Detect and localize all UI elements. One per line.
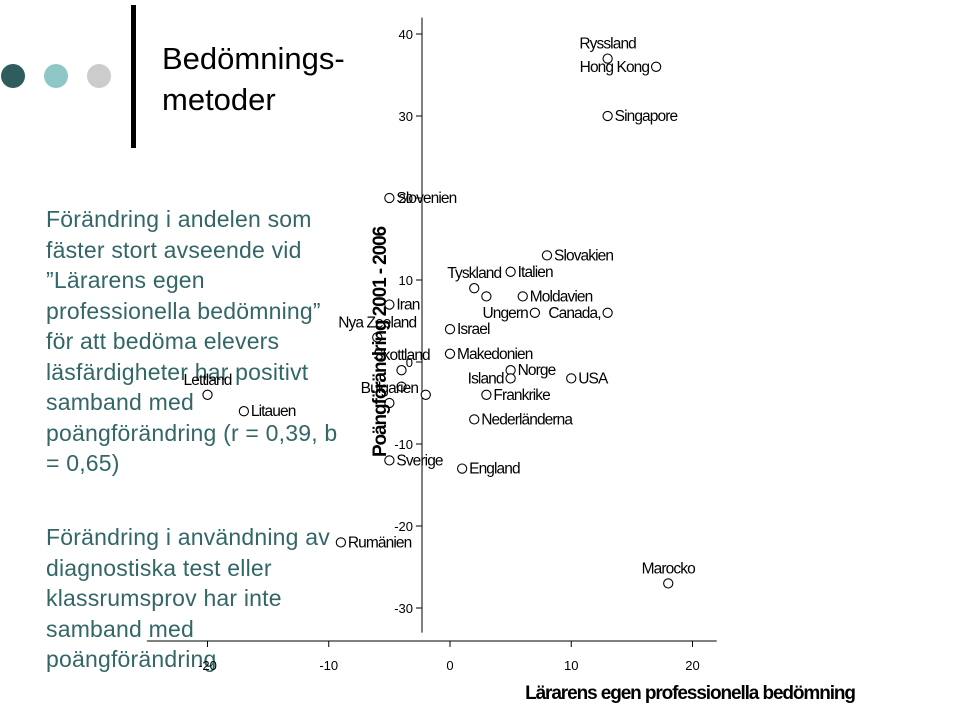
decorative-dot-grey: [87, 64, 111, 88]
chart-axes: 40 30 20 10 0 -10 -20 -30 -20 -10 0 10 20: [146, 17, 717, 673]
data-point: [335, 537, 347, 548]
x-tick-label: 10: [564, 658, 578, 673]
finding-text-tests: Förändring i användning av diagnostiska …: [46, 524, 330, 672]
y-tick-label: -10: [394, 437, 413, 452]
data-point-label: Frankrike: [493, 387, 550, 404]
data-point: [396, 365, 407, 376]
data-point: [602, 307, 613, 318]
data-point: [384, 299, 395, 310]
x-tick-label: 20: [685, 658, 699, 673]
data-point: [420, 389, 431, 400]
x-tick-label: -10: [319, 658, 338, 673]
x-tick-label: 0: [446, 658, 453, 673]
data-point: [505, 266, 516, 277]
slide-title: Bedömnings-metoder: [162, 41, 345, 117]
data-point: [505, 373, 516, 384]
data-point: [238, 406, 250, 417]
data-point-label: Ungern: [482, 305, 528, 322]
decorative-dot-light: [44, 64, 68, 88]
data-point: [602, 110, 613, 122]
data-point-label: Israel: [457, 321, 490, 338]
data-point-label: Moldavien: [530, 288, 593, 305]
y-tick-label: 10: [399, 273, 413, 288]
data-point: [384, 455, 395, 466]
data-point: [202, 389, 213, 400]
data-point-label: Skottland: [373, 347, 430, 364]
data-point: [566, 373, 577, 384]
x-tick-label: -20: [198, 658, 217, 673]
decorative-dot-dark: [1, 64, 25, 88]
y-tick-label: 40: [399, 27, 413, 42]
data-point-label: Canada,: [548, 305, 600, 322]
data-point: [469, 283, 480, 294]
y-tick-label: 20: [399, 191, 413, 206]
title-divider-bar: [131, 5, 136, 148]
y-tick-label: 0: [406, 355, 413, 370]
data-point-label: Litauen: [251, 403, 296, 420]
data-point: [469, 414, 480, 425]
data-point-label: Hong Kong: [580, 59, 650, 76]
data-point: [602, 53, 613, 64]
data-point-label: England: [469, 461, 520, 478]
data-point: [444, 348, 456, 359]
data-point-label: Island: [468, 370, 504, 387]
y-tick-label: 30: [399, 109, 413, 124]
finding-text-assessment: Förändring i andelen som fäster stort av…: [46, 206, 338, 476]
data-point: [456, 463, 468, 474]
chart-points: Ryssland Hong Kong Singapore Slovenien Slova…: [184, 36, 696, 589]
data-point-label: Slovakien: [554, 247, 613, 264]
data-point-label: Marocko: [642, 560, 695, 577]
data-point: [481, 291, 492, 302]
data-point: [541, 250, 553, 261]
data-point-label: Singapore: [615, 108, 678, 125]
y-tick-label: -30: [394, 601, 413, 616]
data-point-label: Nederländerna: [481, 411, 573, 428]
data-point-label: Tyskland: [447, 265, 501, 282]
data-point-label: Nya Zeeland: [338, 314, 416, 331]
data-point-label: Ryssland: [579, 36, 636, 53]
data-point: [481, 389, 492, 400]
data-point-label: Slovenien: [396, 190, 456, 207]
data-point-label: Rumänien: [348, 534, 412, 551]
data-point: [396, 381, 407, 392]
data-point-label: Lettland: [184, 372, 232, 389]
data-point: [444, 324, 456, 335]
data-point: [650, 61, 662, 72]
data-point: [384, 192, 395, 204]
data-point: [529, 307, 541, 318]
data-point: [384, 397, 395, 409]
data-point-label: Sverige: [396, 452, 443, 469]
data-point-label: Norge: [518, 362, 556, 379]
data-point: [663, 578, 674, 589]
y-axis-title: Poängförändring 2001 - 2006: [370, 226, 391, 457]
data-point-label: Iran: [396, 297, 419, 314]
data-point-label: Makedonien: [457, 346, 533, 363]
data-point-label: Bulgarien: [361, 380, 419, 397]
x-axis-title: Lärarens egen professionella bedömning: [525, 683, 855, 704]
data-point: [517, 291, 528, 302]
y-tick-label: -20: [394, 519, 413, 534]
data-point-label: Italien: [518, 264, 553, 281]
data-point-label: USA: [578, 370, 609, 387]
data-point: [372, 332, 383, 343]
